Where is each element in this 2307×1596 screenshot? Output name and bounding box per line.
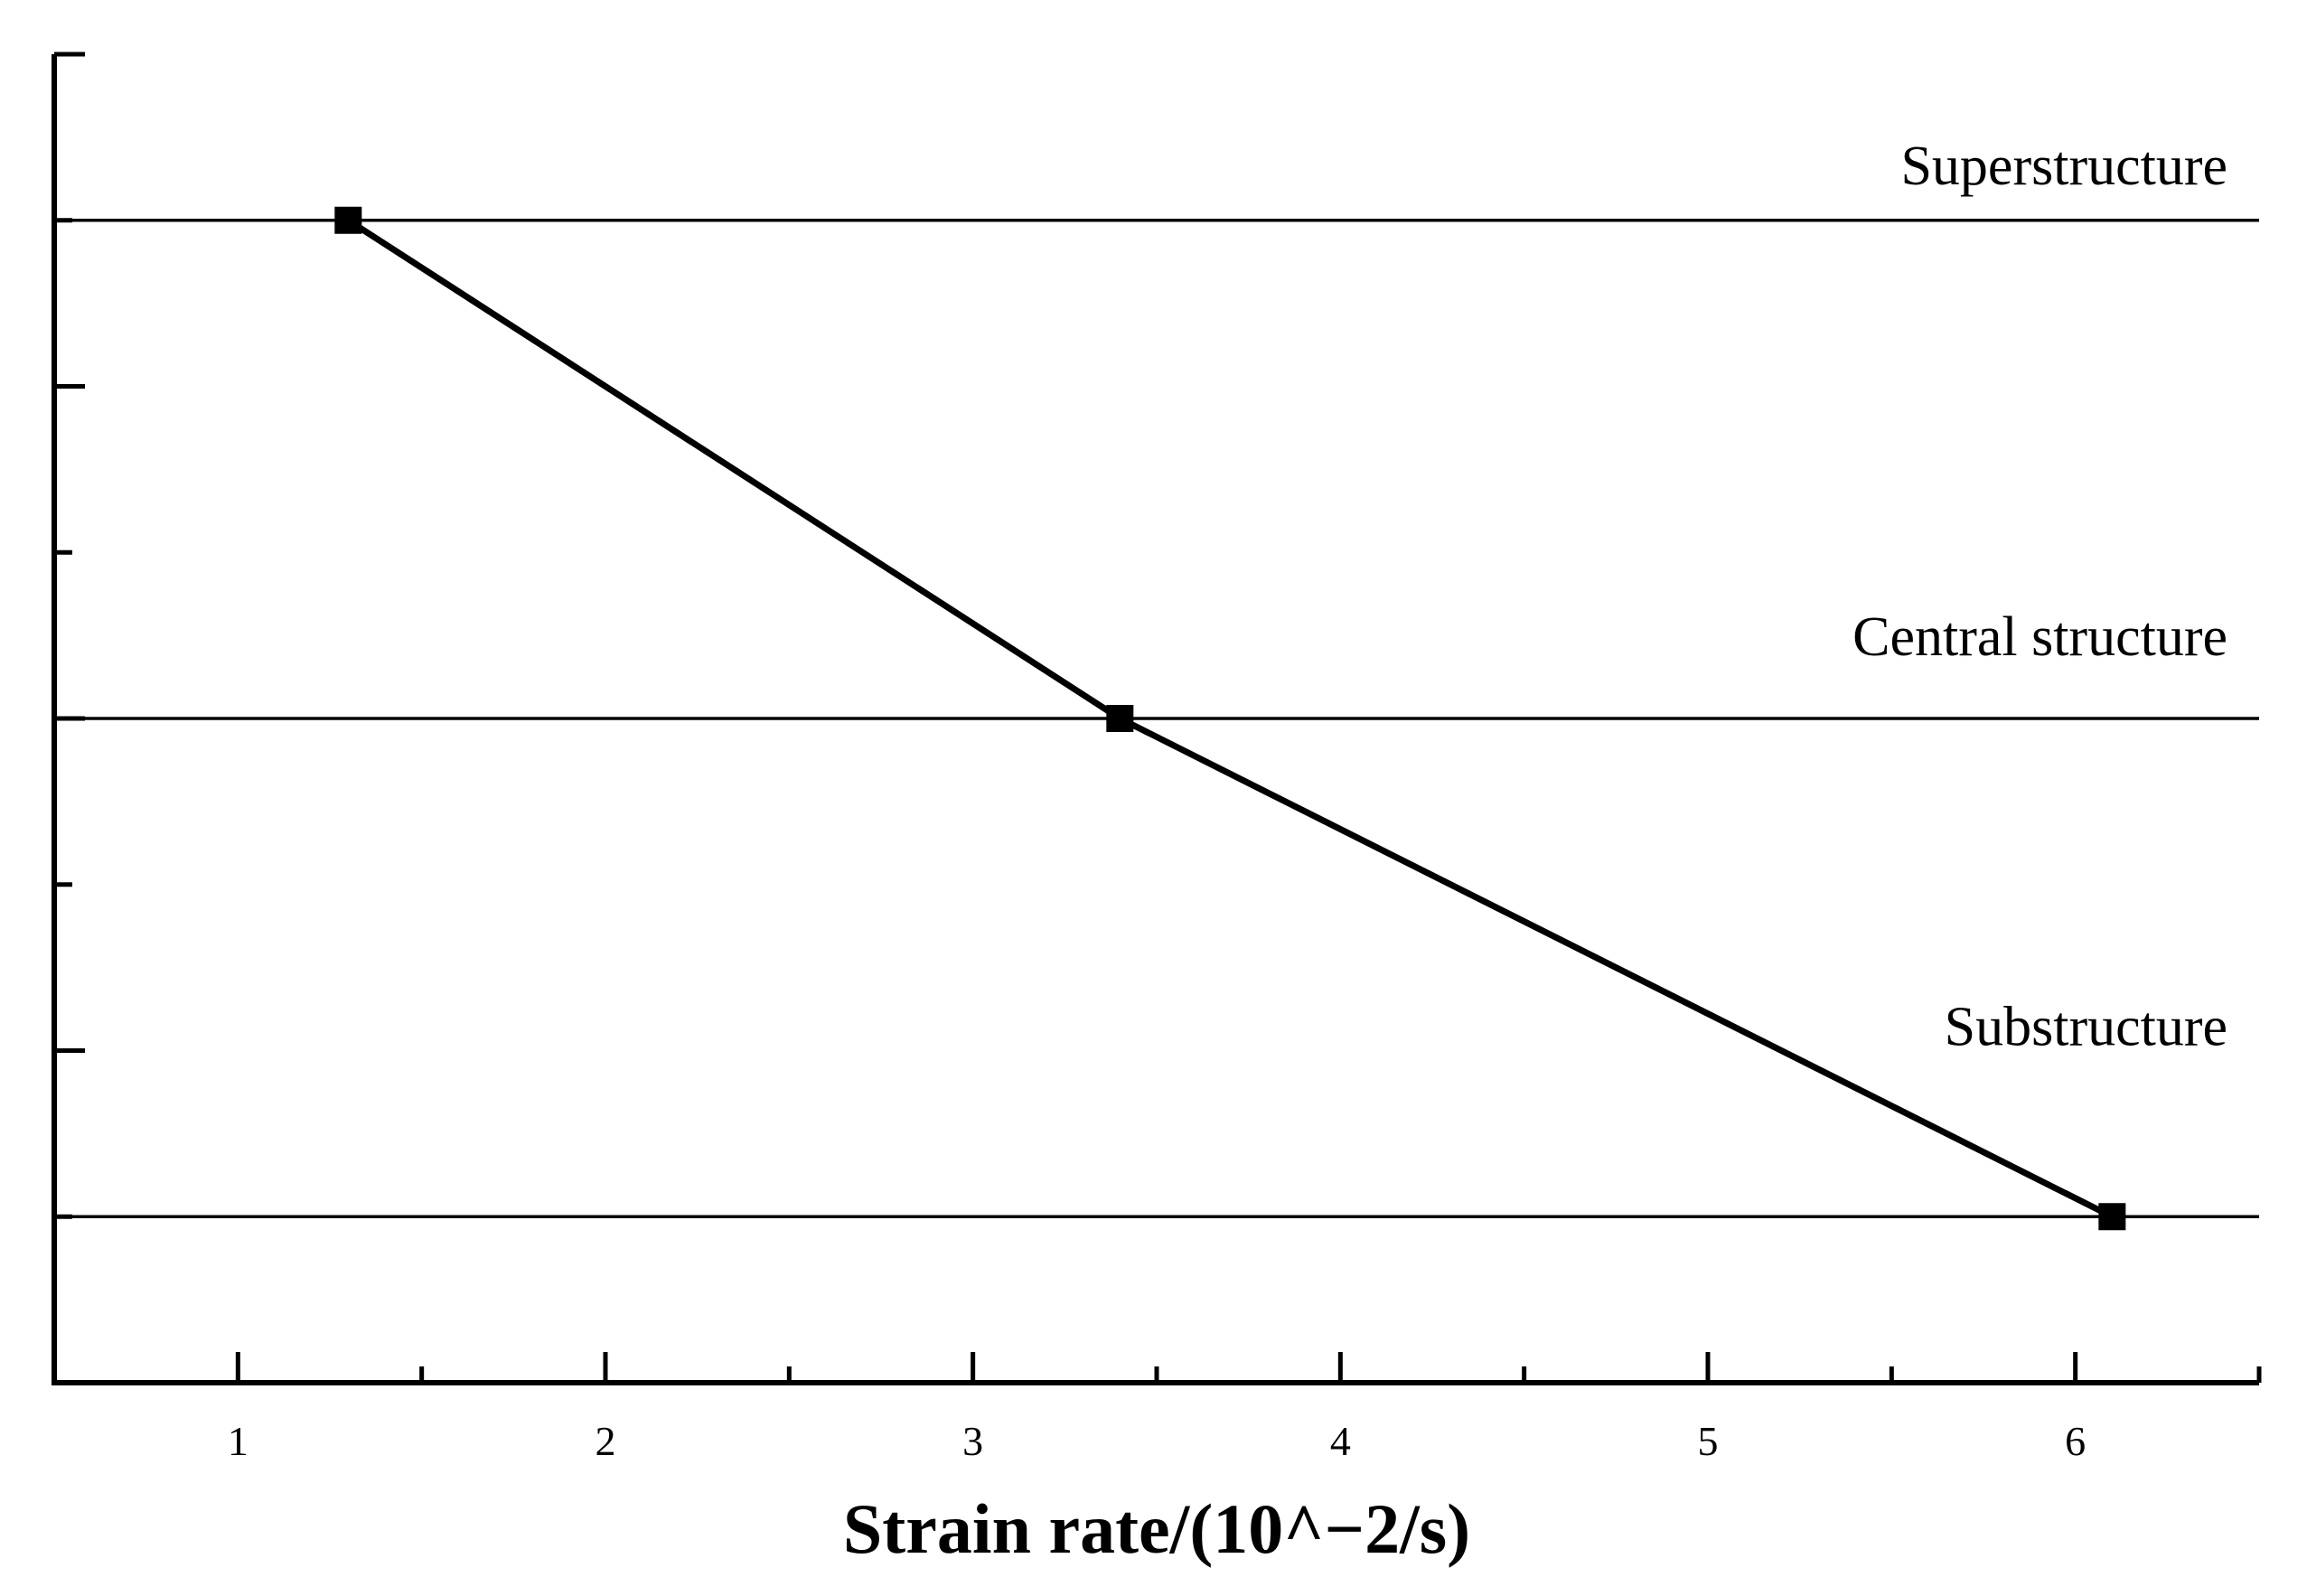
x-axis-title: Strain rate/(10^−2/s) xyxy=(843,1489,1470,1568)
data-point-marker xyxy=(2098,1203,2126,1231)
reference-line-label: Central structure xyxy=(1852,606,2227,668)
series-layer xyxy=(334,206,2126,1231)
labels-layer: Strain rate/(10^−2/s) Superstructure Cent… xyxy=(843,136,2227,1568)
x-tick-label: 4 xyxy=(1330,1418,1351,1464)
x-tick-label: 6 xyxy=(2065,1418,2086,1464)
x-tick-label: 3 xyxy=(962,1418,983,1464)
reference-line-label: Superstructure xyxy=(1900,136,2227,197)
ticks-layer: 1 2 3 4 5 6 xyxy=(54,52,2262,1464)
reference-lines-layer xyxy=(54,219,2259,1218)
x-tick-label: 1 xyxy=(228,1418,249,1464)
data-point-marker xyxy=(334,206,362,234)
x-tick-label: 5 xyxy=(1698,1418,1719,1464)
x-tick-label: 2 xyxy=(596,1418,616,1464)
data-point-marker xyxy=(1106,705,1134,732)
reference-line-label: Substructure xyxy=(1945,996,2227,1057)
